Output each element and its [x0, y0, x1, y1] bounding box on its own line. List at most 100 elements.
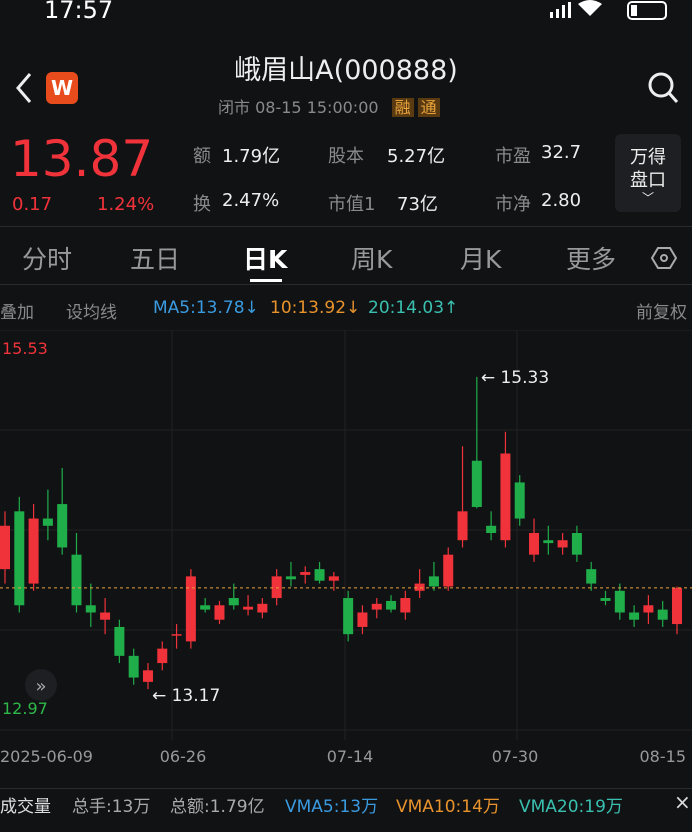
- candle-body: [543, 540, 554, 544]
- stat-value: 2.47%: [222, 190, 280, 211]
- candle-body: [314, 569, 325, 581]
- tab[interactable]: 日K: [243, 245, 288, 274]
- kline-chart: 15.53 12.97 ← 15.33 ← 13.17 2025-06-09 06-26 0…: [0, 330, 692, 766]
- tab[interactable]: 月K: [460, 245, 502, 274]
- candle-body: [171, 634, 182, 636]
- candle-body: [85, 605, 96, 613]
- volume-item: 总手:13万: [72, 797, 151, 817]
- tab-underline: [250, 279, 282, 282]
- status-icons: [550, 0, 667, 20]
- candle-body: [414, 583, 425, 591]
- tab[interactable]: 周K: [351, 245, 393, 274]
- chevron: ﹀: [641, 191, 654, 205]
- annotation: ← 13.17: [152, 686, 220, 706]
- stat-label: 市净: [495, 194, 531, 215]
- divider: [0, 226, 692, 227]
- candle-body: [386, 600, 397, 610]
- y-tick-label: 12.97: [2, 699, 48, 718]
- change: 0.17: [12, 194, 53, 215]
- candle-body: [285, 576, 296, 580]
- expand-button[interactable]: [25, 669, 57, 701]
- price: 13.87: [10, 130, 154, 188]
- tag: 通: [417, 98, 440, 117]
- candle-body: [157, 648, 168, 664]
- x-label: 07-14: [327, 747, 374, 766]
- stat-value: 2.80: [541, 190, 582, 211]
- x-label: 07-30: [492, 747, 539, 766]
- candle-body: [228, 598, 239, 606]
- stat-label: 股本: [328, 146, 364, 167]
- stat-value: 73亿: [397, 194, 438, 215]
- adjust[interactable]: 前复权: [636, 303, 687, 323]
- divider: [0, 284, 692, 285]
- tab[interactable]: 更多: [566, 245, 617, 274]
- market-status: 闭市 08-15 15:00:00 融通: [218, 94, 440, 118]
- overlay[interactable]: 叠加: [0, 303, 34, 323]
- candle-body: [185, 576, 196, 642]
- candle-body: [457, 511, 468, 541]
- candle-body: [557, 540, 568, 548]
- nav-back[interactable]: W: [12, 70, 82, 106]
- stat-value: 32.7: [541, 142, 582, 163]
- candle-body: [100, 612, 111, 620]
- x-label: 08-15: [640, 747, 687, 766]
- volume-item: VMA5:13万: [285, 797, 379, 817]
- x-label: 06-26: [160, 747, 207, 766]
- status-time: 17:57: [44, 0, 114, 24]
- stat-value: 1.79亿: [222, 146, 281, 167]
- tab[interactable]: 五日: [130, 245, 181, 274]
- candle-body: [271, 576, 282, 599]
- x-label: 2025-06-09: [0, 747, 93, 766]
- candle-body: [300, 572, 311, 575]
- svg-text:W: W: [51, 76, 73, 100]
- candle-body: [200, 605, 211, 610]
- candle-body: [400, 598, 411, 613]
- candle-body: [529, 533, 540, 555]
- candle-body: [371, 603, 382, 610]
- candle-body: [114, 626, 125, 656]
- stat-label: 市值1: [328, 194, 376, 215]
- divider: [0, 788, 692, 789]
- candle-body: [514, 482, 525, 519]
- candle-body: [471, 460, 482, 507]
- candle-body: [586, 569, 597, 584]
- expand-icon: »: [35, 676, 46, 697]
- change-pct: 1.24%: [97, 194, 155, 215]
- tab[interactable]: 分时: [22, 245, 73, 274]
- wind-button[interactable]: 万得 盘口 ﹀: [615, 134, 681, 212]
- candle-body: [643, 605, 654, 613]
- candle-body: [57, 504, 68, 548]
- candle-body: [357, 612, 368, 627]
- volume-item: VMA20:19万: [519, 797, 623, 817]
- candle-body: [14, 511, 25, 606]
- stat-label: 换: [193, 194, 211, 215]
- candle-body: [343, 598, 354, 635]
- ma5: MA5:13.78↓: [153, 298, 259, 318]
- candle-body: [443, 554, 454, 587]
- set-ma[interactable]: 设均线: [66, 303, 117, 323]
- settings[interactable]: [650, 246, 678, 270]
- candle-body: [142, 670, 153, 682]
- candle-body: [600, 598, 611, 601]
- search[interactable]: [645, 70, 681, 106]
- annotation: ← 15.33: [481, 368, 549, 388]
- candle-body: [428, 576, 439, 587]
- candle-body: [128, 655, 139, 678]
- candle-body: [71, 554, 82, 606]
- candle-body: [614, 590, 625, 613]
- candle-body: [672, 587, 682, 625]
- datetime: 08-15 15:00:00: [255, 98, 379, 117]
- candle-body: [328, 576, 339, 581]
- candle-body: [486, 525, 497, 533]
- candle-body: [629, 612, 640, 620]
- volume-title: 成交量: [0, 797, 51, 817]
- candle-body: [243, 606, 254, 610]
- button-line: 盘口: [630, 170, 666, 191]
- button-line: 万得: [630, 147, 666, 168]
- close[interactable]: ×: [674, 790, 691, 814]
- stock-title: 峨眉山A(000888): [234, 55, 458, 86]
- tag: 融: [391, 98, 414, 117]
- stat-label: 额: [193, 146, 211, 167]
- candle-body: [214, 605, 225, 620]
